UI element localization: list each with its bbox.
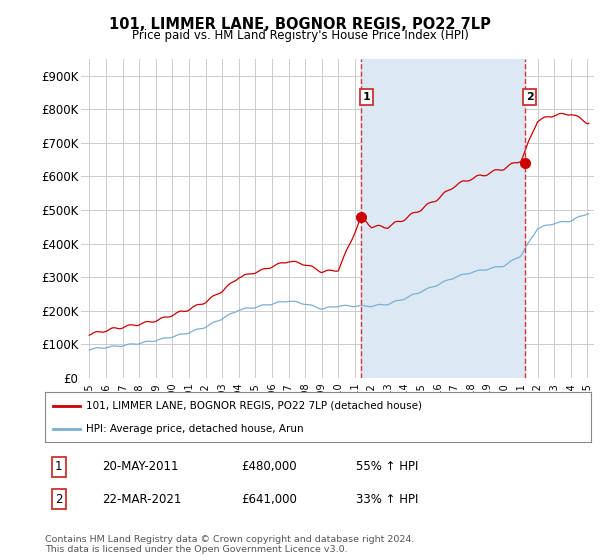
Text: Contains HM Land Registry data © Crown copyright and database right 2024.
This d: Contains HM Land Registry data © Crown c… [45,535,415,554]
Text: 1: 1 [55,460,62,473]
Text: £480,000: £480,000 [242,460,297,473]
Text: 1: 1 [362,92,370,102]
Text: £641,000: £641,000 [242,493,298,506]
Text: 2: 2 [526,92,533,102]
Bar [361,59,524,378]
Text: 33% ↑ HPI: 33% ↑ HPI [356,493,419,506]
Text: 20-MAY-2011: 20-MAY-2011 [103,460,179,473]
Text: 55% ↑ HPI: 55% ↑ HPI [356,460,419,473]
Text: 101, LIMMER LANE, BOGNOR REGIS, PO22 7LP: 101, LIMMER LANE, BOGNOR REGIS, PO22 7LP [109,17,491,32]
Text: Price paid vs. HM Land Registry's House Price Index (HPI): Price paid vs. HM Land Registry's House … [131,29,469,42]
Text: 22-MAR-2021: 22-MAR-2021 [103,493,182,506]
Text: 101, LIMMER LANE, BOGNOR REGIS, PO22 7LP (detached house): 101, LIMMER LANE, BOGNOR REGIS, PO22 7LP… [86,400,422,410]
Text: HPI: Average price, detached house, Arun: HPI: Average price, detached house, Arun [86,424,304,434]
Text: 2: 2 [55,493,62,506]
